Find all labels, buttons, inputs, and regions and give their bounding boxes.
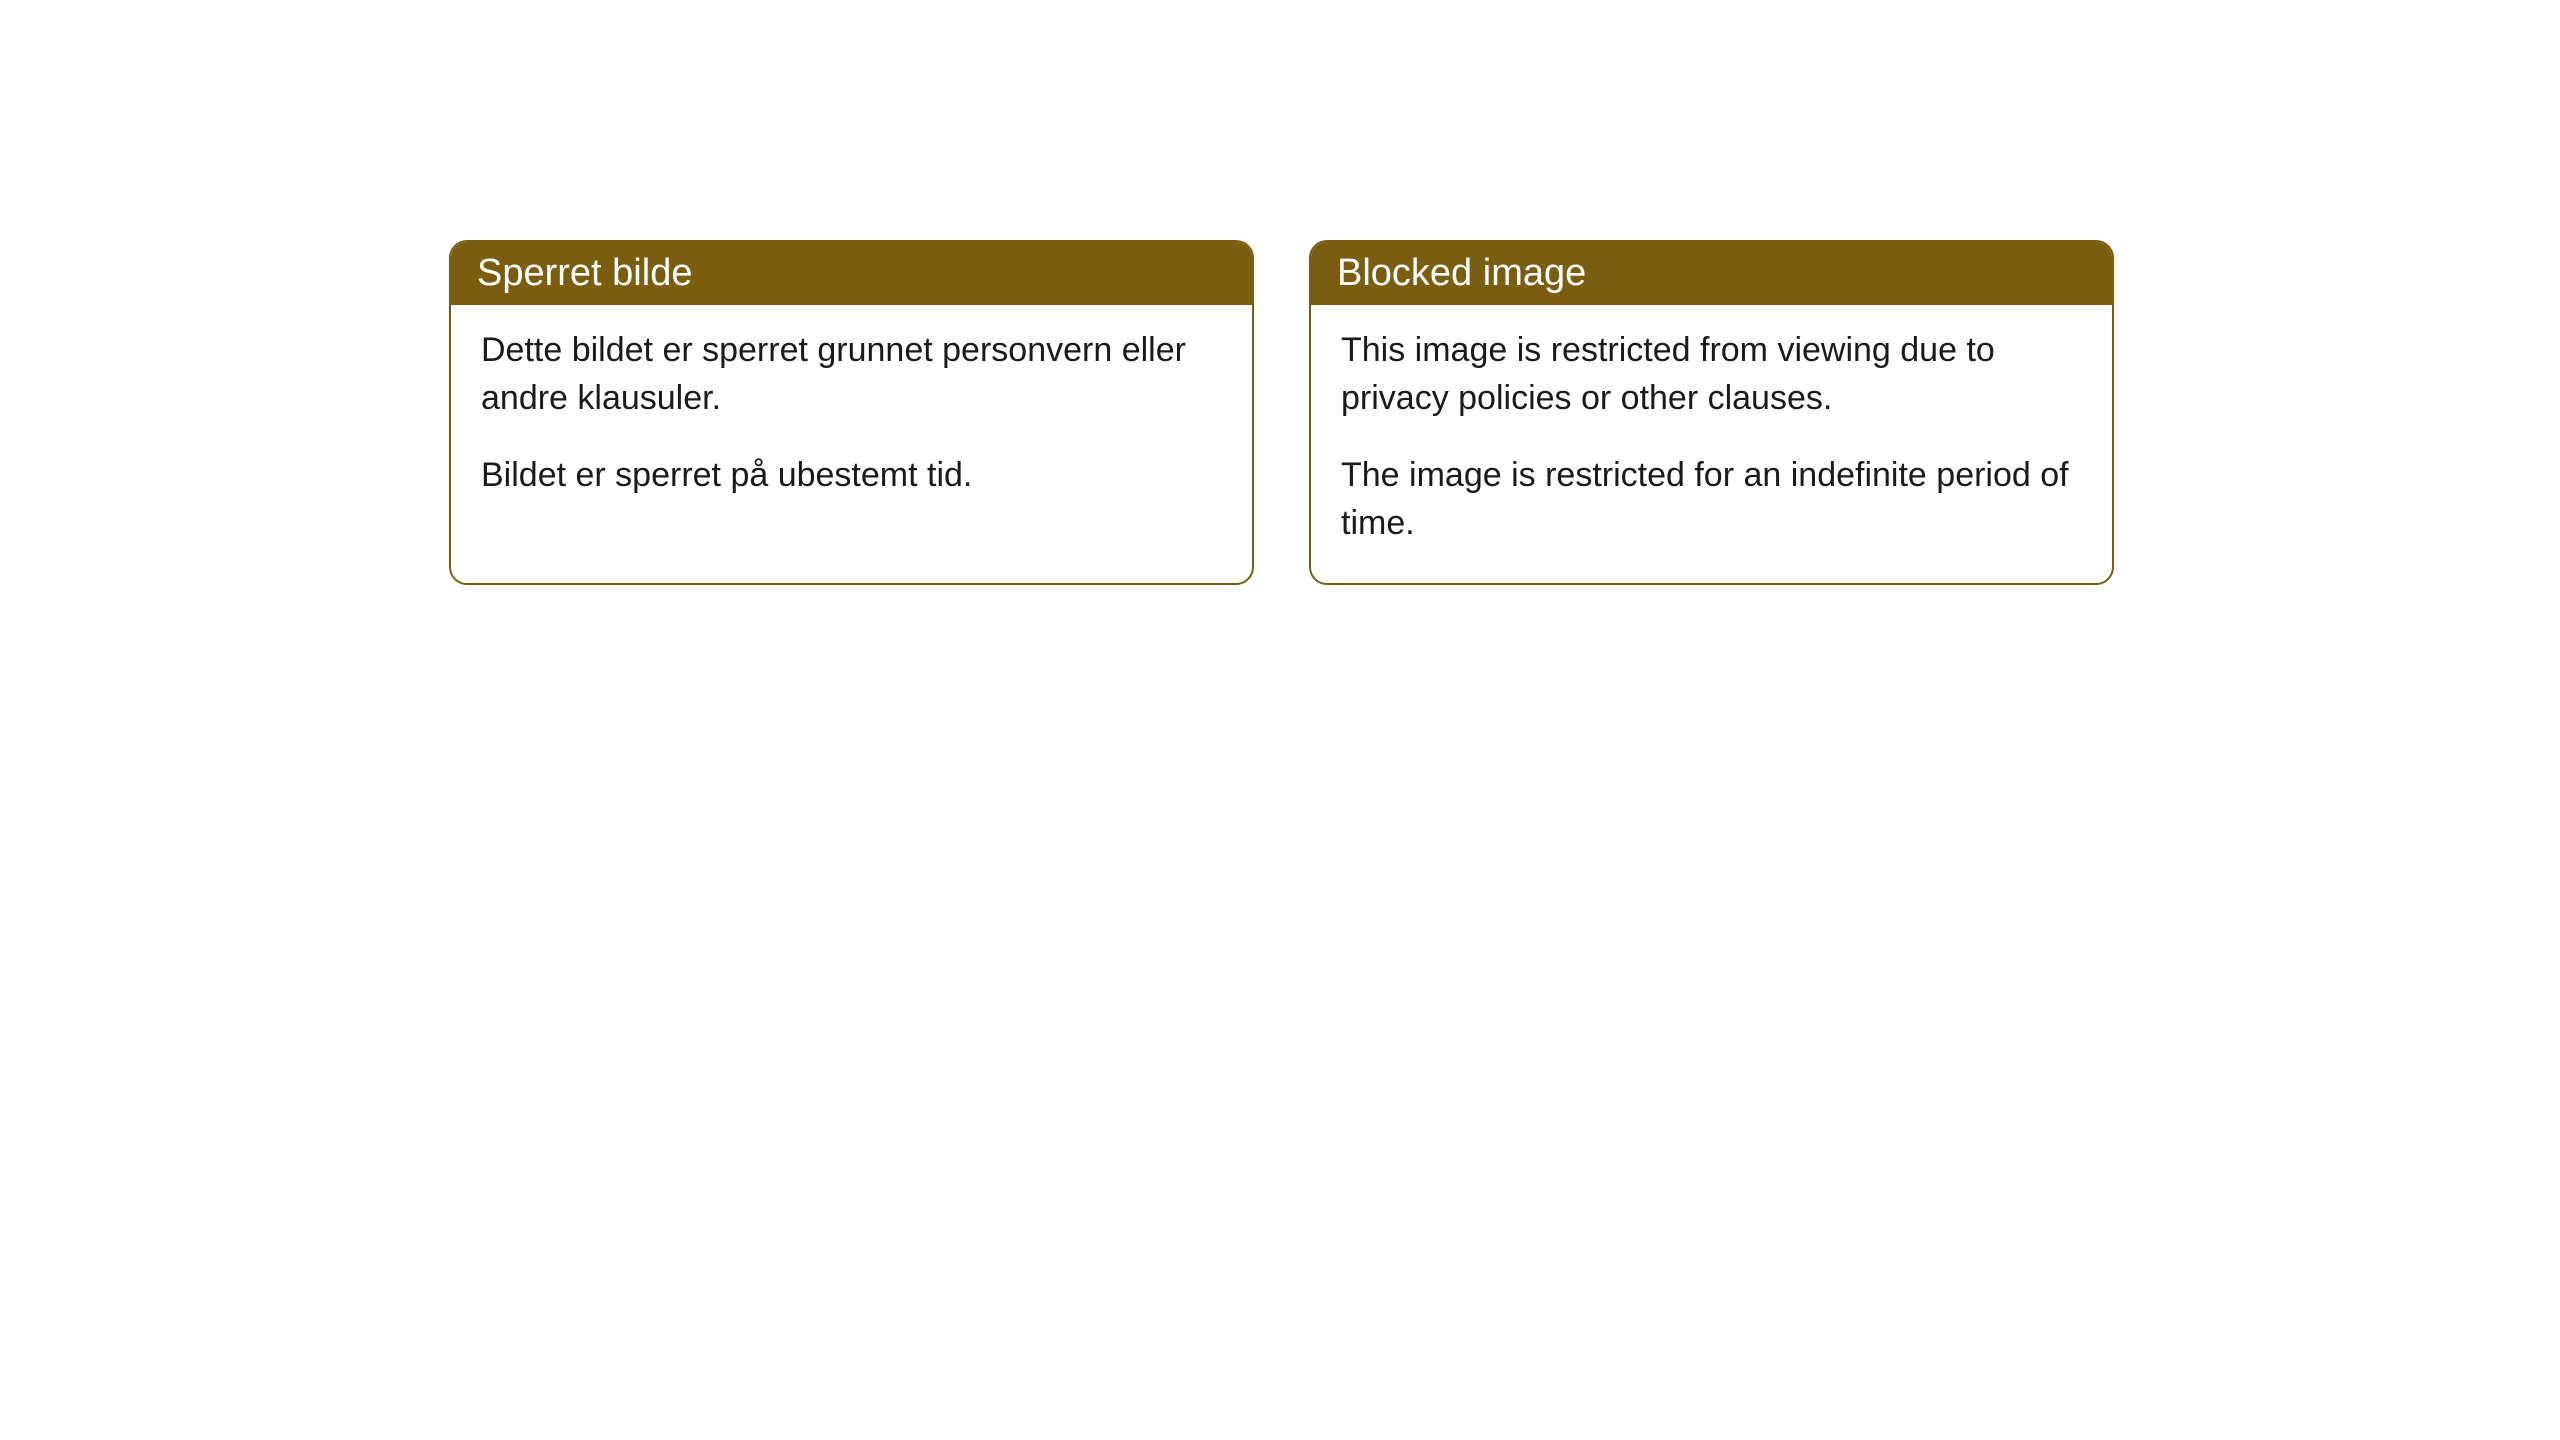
card-body-english: This image is restricted from viewing du…: [1311, 305, 2112, 583]
card-norwegian: Sperret bilde Dette bildet er sperret gr…: [449, 240, 1254, 585]
card-title: Blocked image: [1337, 252, 1586, 294]
card-body-norwegian: Dette bildet er sperret grunnet personve…: [451, 305, 1252, 536]
card-message-2: The image is restricted for an indefinit…: [1341, 452, 2082, 547]
card-english: Blocked image This image is restricted f…: [1309, 240, 2114, 585]
card-message-2: Bildet er sperret på ubestemt tid.: [481, 452, 1222, 500]
card-title: Sperret bilde: [477, 252, 692, 294]
card-message-1: Dette bildet er sperret grunnet personve…: [481, 327, 1222, 422]
card-message-1: This image is restricted from viewing du…: [1341, 327, 2082, 422]
cards-container: Sperret bilde Dette bildet er sperret gr…: [0, 0, 2560, 585]
card-header-norwegian: Sperret bilde: [451, 242, 1252, 305]
card-header-english: Blocked image: [1311, 242, 2112, 305]
